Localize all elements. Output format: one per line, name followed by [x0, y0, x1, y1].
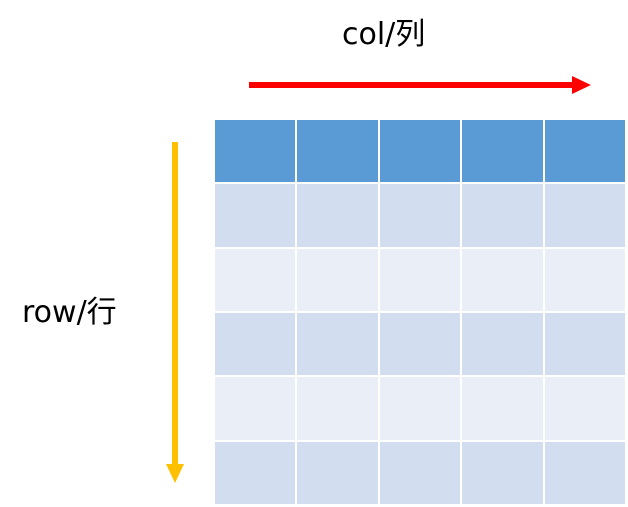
table-cell — [297, 248, 378, 311]
table-cell — [544, 377, 625, 440]
table-cell — [544, 184, 625, 247]
table-cell — [215, 377, 296, 440]
table-cell — [544, 248, 625, 311]
table-cell — [544, 441, 625, 504]
table-cell — [215, 248, 296, 311]
table-cell — [379, 312, 461, 376]
table-cell — [297, 312, 378, 376]
table-cell — [379, 184, 461, 247]
table-cell — [462, 377, 543, 440]
table-cell — [215, 184, 296, 247]
table-header-cell — [297, 120, 378, 183]
table-cell — [215, 441, 296, 504]
column-label: col/列 — [342, 17, 426, 52]
table-cell — [379, 248, 461, 311]
column-arrow — [249, 76, 591, 94]
table-cell — [462, 184, 543, 247]
row-arrow — [166, 142, 184, 483]
table-cell — [215, 312, 296, 376]
table-header-cell — [544, 120, 625, 183]
table-cell — [297, 184, 378, 247]
table-cell — [462, 248, 543, 311]
table-header-cell — [462, 120, 543, 183]
table-cell — [379, 441, 461, 504]
table-cell — [462, 312, 543, 376]
table-cell — [297, 441, 378, 504]
row-label: row/行 — [22, 295, 117, 330]
table-header-cell — [379, 120, 461, 183]
table-cell — [379, 377, 461, 440]
table-header-cell — [215, 120, 296, 183]
table-cell — [462, 441, 543, 504]
table-grid — [215, 120, 625, 504]
table-cell — [544, 312, 625, 376]
table-cell — [297, 377, 378, 440]
